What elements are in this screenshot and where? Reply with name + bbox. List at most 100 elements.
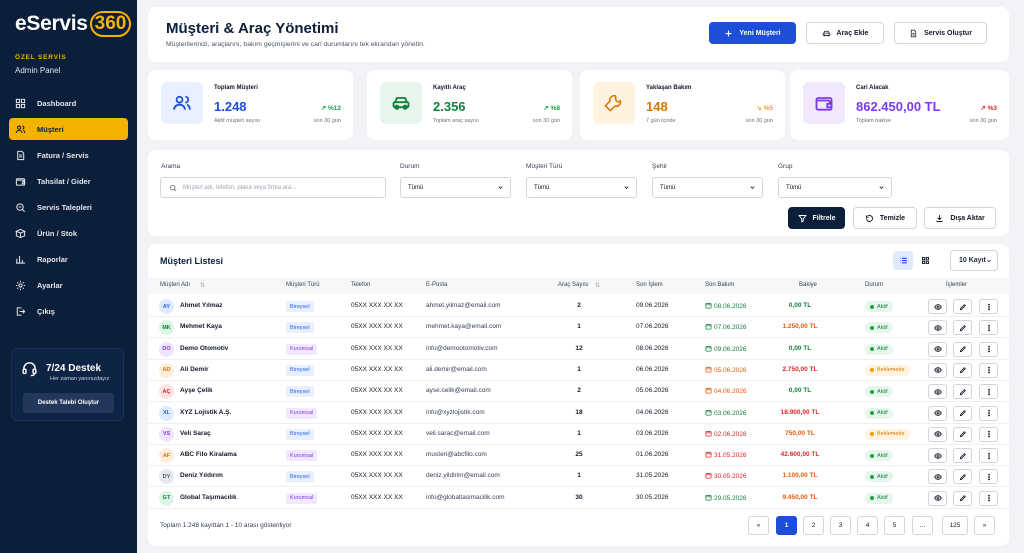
- edit-button[interactable]: [953, 469, 972, 485]
- table-row[interactable]: AD Ali Demir Bireysel 05XX XXX XX XX ali.dem…: [148, 360, 1009, 381]
- stat-change-value: %3: [987, 105, 997, 112]
- page-button[interactable]: »: [974, 516, 995, 535]
- edit-button[interactable]: [953, 426, 972, 442]
- grid-view-button[interactable]: [915, 251, 935, 270]
- table-row[interactable]: DY Deniz Yıldırım Bireysel 05XX XXX XX XX de…: [148, 466, 1009, 488]
- email: mehmet.kaya@email.com: [426, 323, 502, 331]
- page-button[interactable]: 125: [942, 516, 968, 535]
- view-button[interactable]: [928, 469, 947, 485]
- export-button[interactable]: Dışa Aktar: [924, 207, 996, 229]
- customer-name[interactable]: XYZ Lojistik A.Ş.: [180, 408, 232, 416]
- page-button[interactable]: «: [748, 516, 769, 535]
- edit-button[interactable]: [953, 490, 972, 506]
- more-button[interactable]: [979, 362, 998, 378]
- sidebar-item-7[interactable]: Ayarlar: [9, 274, 128, 296]
- more-button[interactable]: [979, 384, 998, 400]
- view-button[interactable]: [928, 448, 947, 464]
- page-button[interactable]: ...: [912, 516, 933, 535]
- view-button[interactable]: [928, 362, 947, 378]
- sort-icon[interactable]: ⇅: [595, 283, 601, 289]
- sidebar-item-4[interactable]: Servis Talepleri: [9, 196, 128, 218]
- status-label: Aktif: [877, 495, 888, 502]
- sidebar-item-3[interactable]: Tahsilat / Gider: [9, 170, 128, 192]
- table-row[interactable]: GT Global Taşımacılık Kurumsal 05XX XXX XX …: [148, 488, 1009, 509]
- grid-icon: [921, 257, 929, 264]
- status-select[interactable]: Tümü: [400, 177, 511, 198]
- customer-name[interactable]: ABC Filo Kiralama: [180, 451, 237, 459]
- app-logo[interactable]: eServis 360: [15, 8, 132, 40]
- more-button[interactable]: [979, 490, 998, 506]
- view-button[interactable]: [928, 405, 947, 421]
- more-button[interactable]: [979, 405, 998, 421]
- add-vehicle-button[interactable]: Araç Ekle: [806, 22, 884, 44]
- page-button[interactable]: 5: [884, 516, 905, 535]
- sidebar-item-0[interactable]: Dashboard: [9, 92, 128, 114]
- more-button[interactable]: [979, 469, 998, 485]
- table-row[interactable]: MK Mehmet Kaya Bireysel 05XX XXX XX XX mehme…: [148, 317, 1009, 339]
- edit-button[interactable]: [953, 384, 972, 400]
- create-service-button[interactable]: Servis Oluştur: [894, 22, 987, 44]
- table-row[interactable]: XL XYZ Lojistik A.Ş. Kurumsal 05XX XXX XX X…: [148, 403, 1009, 424]
- table-row[interactable]: VS Veli Saraç Bireysel 05XX XXX XX XX veli.s…: [148, 424, 1009, 445]
- customer-name[interactable]: Ahmet Yılmaz: [180, 302, 223, 309]
- page-button[interactable]: 2: [803, 516, 824, 535]
- column-header[interactable]: Araç Sayısı: [558, 282, 589, 288]
- group-select[interactable]: Tümü: [778, 177, 892, 198]
- table-row[interactable]: AF ABC Filo Kiralama Kurumsal 05XX XXX XX X…: [148, 445, 1009, 467]
- customer-name[interactable]: Mehmet Kaya: [180, 323, 222, 331]
- view-button[interactable]: [928, 426, 947, 442]
- car-icon: [822, 30, 830, 36]
- page-button[interactable]: 3: [830, 516, 851, 535]
- sidebar-item-8[interactable]: Çıkış: [9, 300, 128, 322]
- per-page-select[interactable]: 10 Kayıt: [950, 250, 998, 271]
- edit-button[interactable]: [953, 362, 972, 378]
- table-row[interactable]: AY Ahmet Yılmaz Bireysel 05XX XXX XX XX ahme…: [148, 296, 1009, 317]
- search-input[interactable]: Müşteri adı, telefon, plaka veya firma a…: [160, 177, 386, 198]
- column-header[interactable]: Müşteri Adı: [160, 282, 191, 288]
- more-button[interactable]: [979, 426, 998, 442]
- table-row[interactable]: DO Demo Otomotiv Kurumsal 05XX XXX XX XX inf…: [148, 339, 1009, 360]
- list-view-button[interactable]: [893, 251, 913, 270]
- new-customer-button[interactable]: Yeni Müşteri: [709, 22, 796, 44]
- page-button[interactable]: 1: [776, 516, 797, 535]
- clear-button[interactable]: Temizle: [853, 207, 917, 229]
- view-button[interactable]: [928, 320, 947, 336]
- sort-icon[interactable]: ⇅: [200, 283, 206, 289]
- sidebar-item-1[interactable]: Müşteri: [9, 118, 128, 140]
- support-request-button[interactable]: Destek Talebi Oluştur: [23, 393, 114, 413]
- more-button[interactable]: [979, 320, 998, 336]
- view-button[interactable]: [928, 490, 947, 506]
- customer-name[interactable]: Deniz Yıldırım: [180, 472, 223, 480]
- view-button[interactable]: [928, 341, 947, 357]
- eye-icon: [933, 303, 942, 310]
- more-button[interactable]: [979, 341, 998, 357]
- customer-name[interactable]: Veli Saraç: [180, 429, 211, 437]
- more-button[interactable]: [979, 448, 998, 464]
- customer-name[interactable]: Ayşe Çelik: [180, 387, 213, 395]
- customer-name[interactable]: Global Taşımacılık: [180, 493, 237, 501]
- view-button[interactable]: [928, 299, 947, 314]
- last-transaction: 09.06.2026: [636, 302, 669, 309]
- city-select[interactable]: Tümü: [652, 177, 763, 198]
- edit-button[interactable]: [953, 341, 972, 357]
- kebab-icon: [987, 303, 990, 310]
- page-button[interactable]: 4: [857, 516, 878, 535]
- sidebar-item-6[interactable]: Raporlar: [9, 248, 128, 270]
- view-button[interactable]: [928, 384, 947, 400]
- stat-change: ↗ %8: [543, 104, 560, 112]
- edit-button[interactable]: [953, 448, 972, 464]
- edit-button[interactable]: [953, 299, 972, 314]
- edit-button[interactable]: [953, 405, 972, 421]
- edit-button[interactable]: [953, 320, 972, 336]
- customer-type-badge: Kurumsal: [286, 450, 318, 462]
- sidebar-item-5[interactable]: Ürün / Stok: [9, 222, 128, 244]
- sidebar-item-2[interactable]: Fatura / Servis: [9, 144, 128, 166]
- customer-name[interactable]: Demo Otomotiv: [180, 344, 229, 352]
- avatar: AF: [159, 448, 174, 464]
- more-button[interactable]: [979, 299, 998, 314]
- filter-button[interactable]: Filtrele: [788, 207, 845, 229]
- customer-type-select[interactable]: Tümü: [526, 177, 637, 198]
- table-row[interactable]: AÇ Ayşe Çelik Bireysel 05XX XXX XX XX ayse.c…: [148, 381, 1009, 403]
- customer-name[interactable]: Ali Demir: [180, 365, 209, 373]
- calendar-icon: [705, 345, 712, 354]
